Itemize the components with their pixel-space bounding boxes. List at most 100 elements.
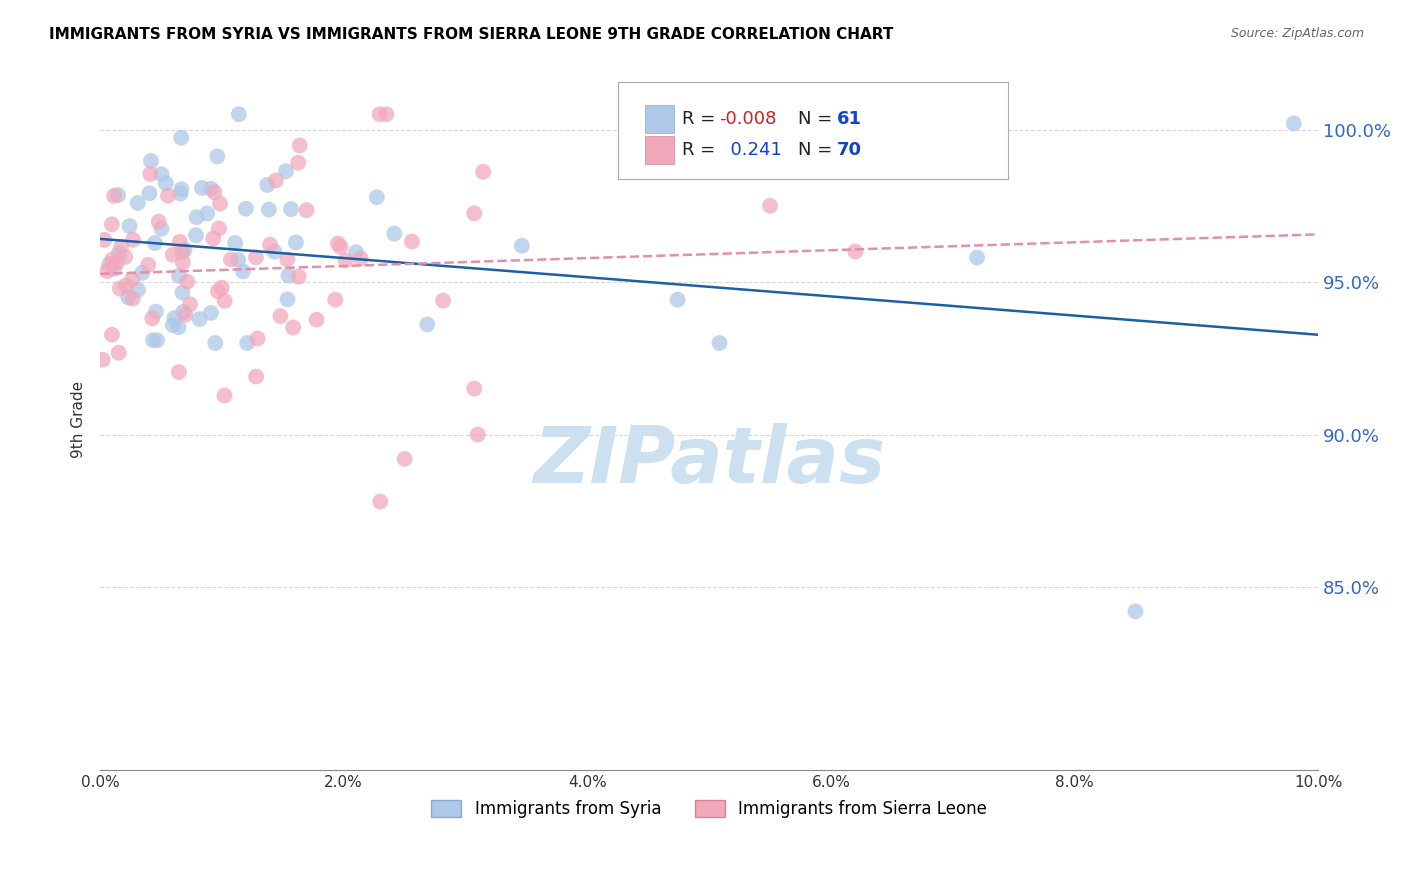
Point [195,206,218,220]
Point [172,245,194,260]
Point [172,285,194,300]
Point [236,336,259,351]
Point [416,318,439,332]
Point [277,268,299,283]
Point [91,352,114,367]
Point [510,239,533,253]
Point [155,176,177,190]
Point [966,251,988,265]
Point [163,311,186,326]
Point [138,186,160,201]
Text: -0.008: -0.008 [718,110,776,128]
Point [150,221,173,235]
Point [256,178,278,192]
Text: R =: R = [682,141,721,159]
Point [281,320,304,334]
FancyBboxPatch shape [644,105,673,133]
Point [122,233,145,247]
Point [274,164,297,178]
Point [148,215,170,229]
Point [224,235,246,250]
Point [172,255,194,269]
Point [169,235,191,249]
Point [93,233,115,247]
Point [284,235,307,250]
Point [673,163,696,178]
Point [259,237,281,252]
Point [235,202,257,216]
Point [184,228,207,243]
Point [115,278,138,293]
Point [114,250,136,264]
Point [174,308,197,322]
Point [179,297,201,311]
Point [105,255,128,269]
Point [209,196,232,211]
Point [394,451,416,466]
Point [1125,604,1147,618]
Point [146,333,169,347]
Point [368,494,391,508]
Point [162,318,184,332]
Point [176,275,198,289]
Point [204,336,226,351]
Point [759,199,782,213]
Text: ZIPatlas: ZIPatlas [533,424,886,500]
Point [101,259,124,273]
Point [844,244,866,259]
Text: 61: 61 [837,110,862,128]
Point [186,211,208,225]
Point [219,252,242,267]
Point [1282,116,1305,130]
Point [463,382,485,396]
Point [214,293,236,308]
Point [276,293,298,307]
Point [118,219,141,233]
Point [107,188,129,202]
Point [117,290,139,304]
FancyBboxPatch shape [644,136,673,164]
Point [329,240,352,254]
Point [287,269,309,284]
Point [288,138,311,153]
Point [173,243,195,257]
Point [326,236,349,251]
Point [127,196,149,211]
Point [108,282,131,296]
Point [208,221,231,235]
Point [463,206,485,220]
Text: Source: ZipAtlas.com: Source: ZipAtlas.com [1230,27,1364,40]
Point [143,235,166,250]
Point [666,293,689,307]
Point [211,280,233,294]
Point [127,283,149,297]
Point [167,365,190,379]
Point [245,369,267,384]
Point [335,253,357,268]
Point [323,293,346,307]
Point [107,346,129,360]
Text: IMMIGRANTS FROM SYRIA VS IMMIGRANTS FROM SIERRA LEONE 9TH GRADE CORRELATION CHAR: IMMIGRANTS FROM SYRIA VS IMMIGRANTS FROM… [49,27,894,42]
Point [103,189,125,203]
Point [226,252,249,267]
Legend: Immigrants from Syria, Immigrants from Sierra Leone: Immigrants from Syria, Immigrants from S… [425,793,994,825]
Point [368,107,391,121]
Point [101,252,124,267]
Point [202,231,225,245]
Point [96,264,118,278]
Point [167,268,190,283]
Point [432,293,454,308]
Point [207,285,229,299]
FancyBboxPatch shape [617,82,1008,178]
Text: N =: N = [799,110,838,128]
Point [167,320,190,334]
Point [188,312,211,326]
Point [141,311,163,326]
Point [162,248,184,262]
Point [131,266,153,280]
Point [204,185,226,199]
Point [287,155,309,169]
Point [207,149,229,163]
Point [467,427,489,442]
Point [375,107,398,121]
